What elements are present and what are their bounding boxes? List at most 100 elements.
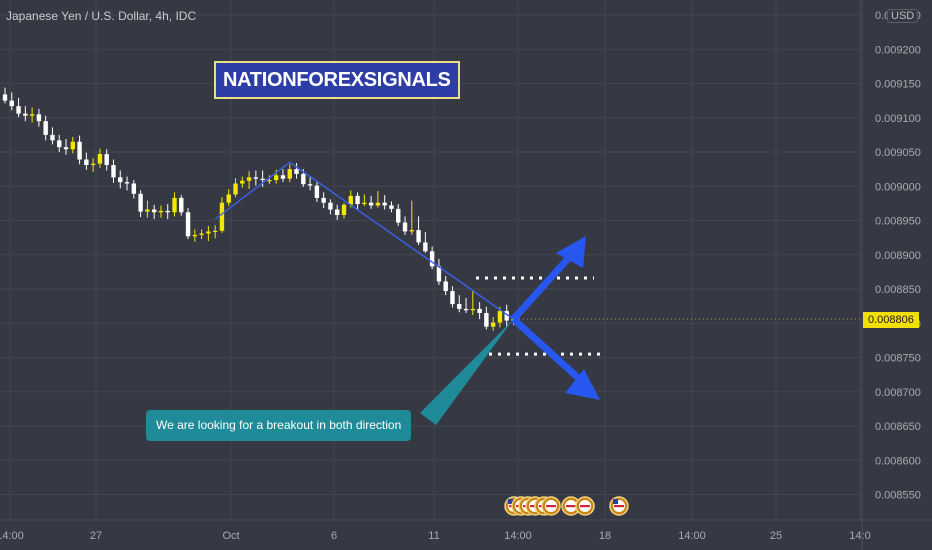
candle-down xyxy=(382,202,387,206)
candle-down xyxy=(16,106,21,114)
candle-down xyxy=(2,94,8,101)
candle-down xyxy=(463,308,469,311)
breakout-callout: We are looking for a breakout in both di… xyxy=(146,410,412,441)
x-tick-label: 25 xyxy=(770,530,782,542)
candle-up xyxy=(375,202,381,206)
up-arrow-head xyxy=(556,236,586,268)
y-tick-label: 0.009200 xyxy=(875,44,921,56)
trend-line xyxy=(214,161,514,320)
y-tick-label: 0.008950 xyxy=(875,216,921,228)
candle-down xyxy=(253,177,259,179)
candle-up xyxy=(348,195,353,205)
candle-down xyxy=(118,177,123,183)
candle-up xyxy=(219,202,225,231)
candle-down xyxy=(280,175,286,179)
candle-up xyxy=(192,234,198,237)
down-arrow-head xyxy=(565,369,600,400)
candle-down xyxy=(504,310,509,321)
candle-down xyxy=(151,209,157,213)
x-tick-label: 14:00 xyxy=(504,530,532,542)
x-tick-label: 14:0 xyxy=(849,530,870,542)
candle-up xyxy=(145,209,150,212)
candle-down xyxy=(355,195,360,205)
candle-up xyxy=(172,197,177,213)
candle-down xyxy=(63,147,69,150)
candle-up xyxy=(267,180,272,182)
event-flag-icon xyxy=(541,496,561,516)
candle-down xyxy=(260,178,265,181)
candle-down xyxy=(23,113,28,116)
candle-up xyxy=(246,177,252,181)
candle-down xyxy=(104,154,109,166)
y-tick-label: 0.008600 xyxy=(875,455,921,467)
candle-down xyxy=(301,173,306,185)
candle-down xyxy=(294,169,299,174)
y-tick-label: 0.008900 xyxy=(875,250,921,262)
current-price-tag: 0.008806 xyxy=(863,312,919,328)
candle-down xyxy=(57,140,62,148)
x-tick-label: 6 xyxy=(331,530,337,542)
y-tick-label: 0.008650 xyxy=(875,421,921,433)
y-tick-label: 0.009150 xyxy=(875,79,921,91)
candle-down xyxy=(484,312,489,327)
candle-down xyxy=(124,182,130,184)
candle-up xyxy=(70,141,75,150)
candle-up xyxy=(90,163,96,166)
candle-down xyxy=(416,230,421,243)
candle-up xyxy=(97,154,103,164)
x-tick-label: 11 xyxy=(428,530,439,542)
candle-down xyxy=(368,202,374,206)
candle-up xyxy=(497,310,503,323)
candle-up xyxy=(341,204,347,216)
candle-up xyxy=(233,183,238,195)
candle-down xyxy=(131,183,137,194)
candle-down xyxy=(321,197,326,203)
candle-down xyxy=(84,159,89,166)
candle-up xyxy=(158,210,164,213)
candle-up xyxy=(206,231,211,234)
y-tick-label: 0.008850 xyxy=(875,284,921,296)
y-tick-label: 0.008550 xyxy=(875,490,921,502)
candle-down xyxy=(335,209,340,216)
candle-down xyxy=(423,242,428,252)
candle-down xyxy=(185,212,191,237)
up-arrow-shaft xyxy=(510,249,577,322)
candle-up xyxy=(409,230,414,232)
candle-down xyxy=(402,222,408,232)
candle-down xyxy=(477,308,482,313)
candle-up xyxy=(362,202,367,205)
candle-up xyxy=(274,175,279,181)
candle-down xyxy=(36,114,42,122)
candle-up xyxy=(29,114,35,116)
candle-down xyxy=(436,266,442,282)
x-tick-label: 27 xyxy=(90,530,102,542)
candle-down xyxy=(165,210,170,213)
candle-down xyxy=(111,165,116,178)
candle-down xyxy=(138,193,143,212)
event-flag-icon xyxy=(575,496,595,516)
currency-badge[interactable]: USD xyxy=(887,9,919,23)
candle-up xyxy=(287,169,292,179)
y-tick-label: 0.008700 xyxy=(875,387,921,399)
y-tick-label: 0.008750 xyxy=(875,353,921,365)
y-tick-label: 0.009100 xyxy=(875,113,921,125)
x-tick-label: 18 xyxy=(599,530,611,542)
candle-down xyxy=(307,184,313,186)
callout-pointer xyxy=(420,319,514,425)
candle-up xyxy=(226,194,231,203)
x-tick-label: 14:00 xyxy=(0,530,24,542)
symbol-title: Japanese Yen / U.S. Dollar, 4h, IDC xyxy=(6,9,197,23)
candle-down xyxy=(389,205,394,209)
candle-down xyxy=(43,121,48,135)
candle-down xyxy=(396,208,401,223)
candle-down xyxy=(429,251,435,267)
down-arrow-shaft xyxy=(511,316,589,388)
event-flag-icon xyxy=(561,496,581,516)
y-tick-label: 0.009000 xyxy=(875,181,921,193)
candle-up xyxy=(490,322,496,327)
candle-up xyxy=(199,233,204,235)
x-tick-label: 14:00 xyxy=(678,530,706,542)
y-tick-label: 0.009050 xyxy=(875,147,921,159)
